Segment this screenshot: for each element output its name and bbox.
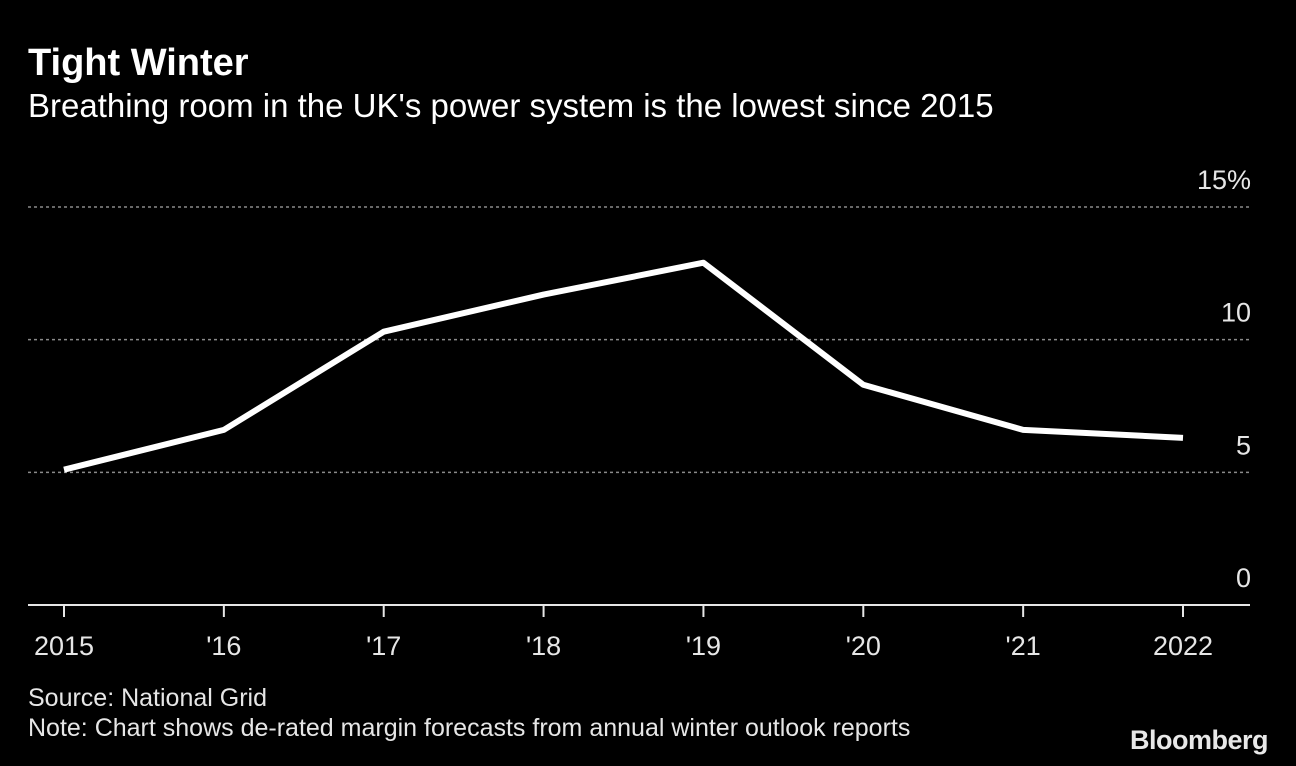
x-tick-label: '18 [526,631,561,661]
x-tick-label: '19 [686,631,721,661]
source-note: Source: National Grid [28,684,268,712]
line-chart: 0 5 10 15% 2015 '16 '17 '18 '19 '20 '21 2022 [28,165,1251,661]
chart-note: Note: Chart shows de-rated margin foreca… [28,714,911,742]
y-axis-labels: 0 5 10 15% [1197,165,1251,593]
x-tick-label: '20 [846,631,881,661]
x-axis-labels: 2015 '16 '17 '18 '19 '20 '21 2022 [34,631,1213,661]
y-tick-label: 10 [1221,298,1251,328]
y-tick-label: 15% [1197,165,1251,195]
chart-subtitle: Breathing room in the UK's power system … [28,87,994,124]
y-tick-label: 5 [1236,430,1251,460]
x-tick-label: '21 [1006,631,1041,661]
series-layer [63,259,1184,473]
series-line [63,259,1184,473]
x-tick-label: '16 [206,631,241,661]
y-tick-label: 0 [1236,563,1251,593]
x-tick-label: '17 [366,631,401,661]
x-tick-label: 2022 [1153,631,1213,661]
x-axis [28,604,1250,617]
x-tick-label: 2015 [34,631,94,661]
chart-title: Tight Winter [28,42,249,84]
bloomberg-logo: Bloomberg [1129,725,1269,755]
